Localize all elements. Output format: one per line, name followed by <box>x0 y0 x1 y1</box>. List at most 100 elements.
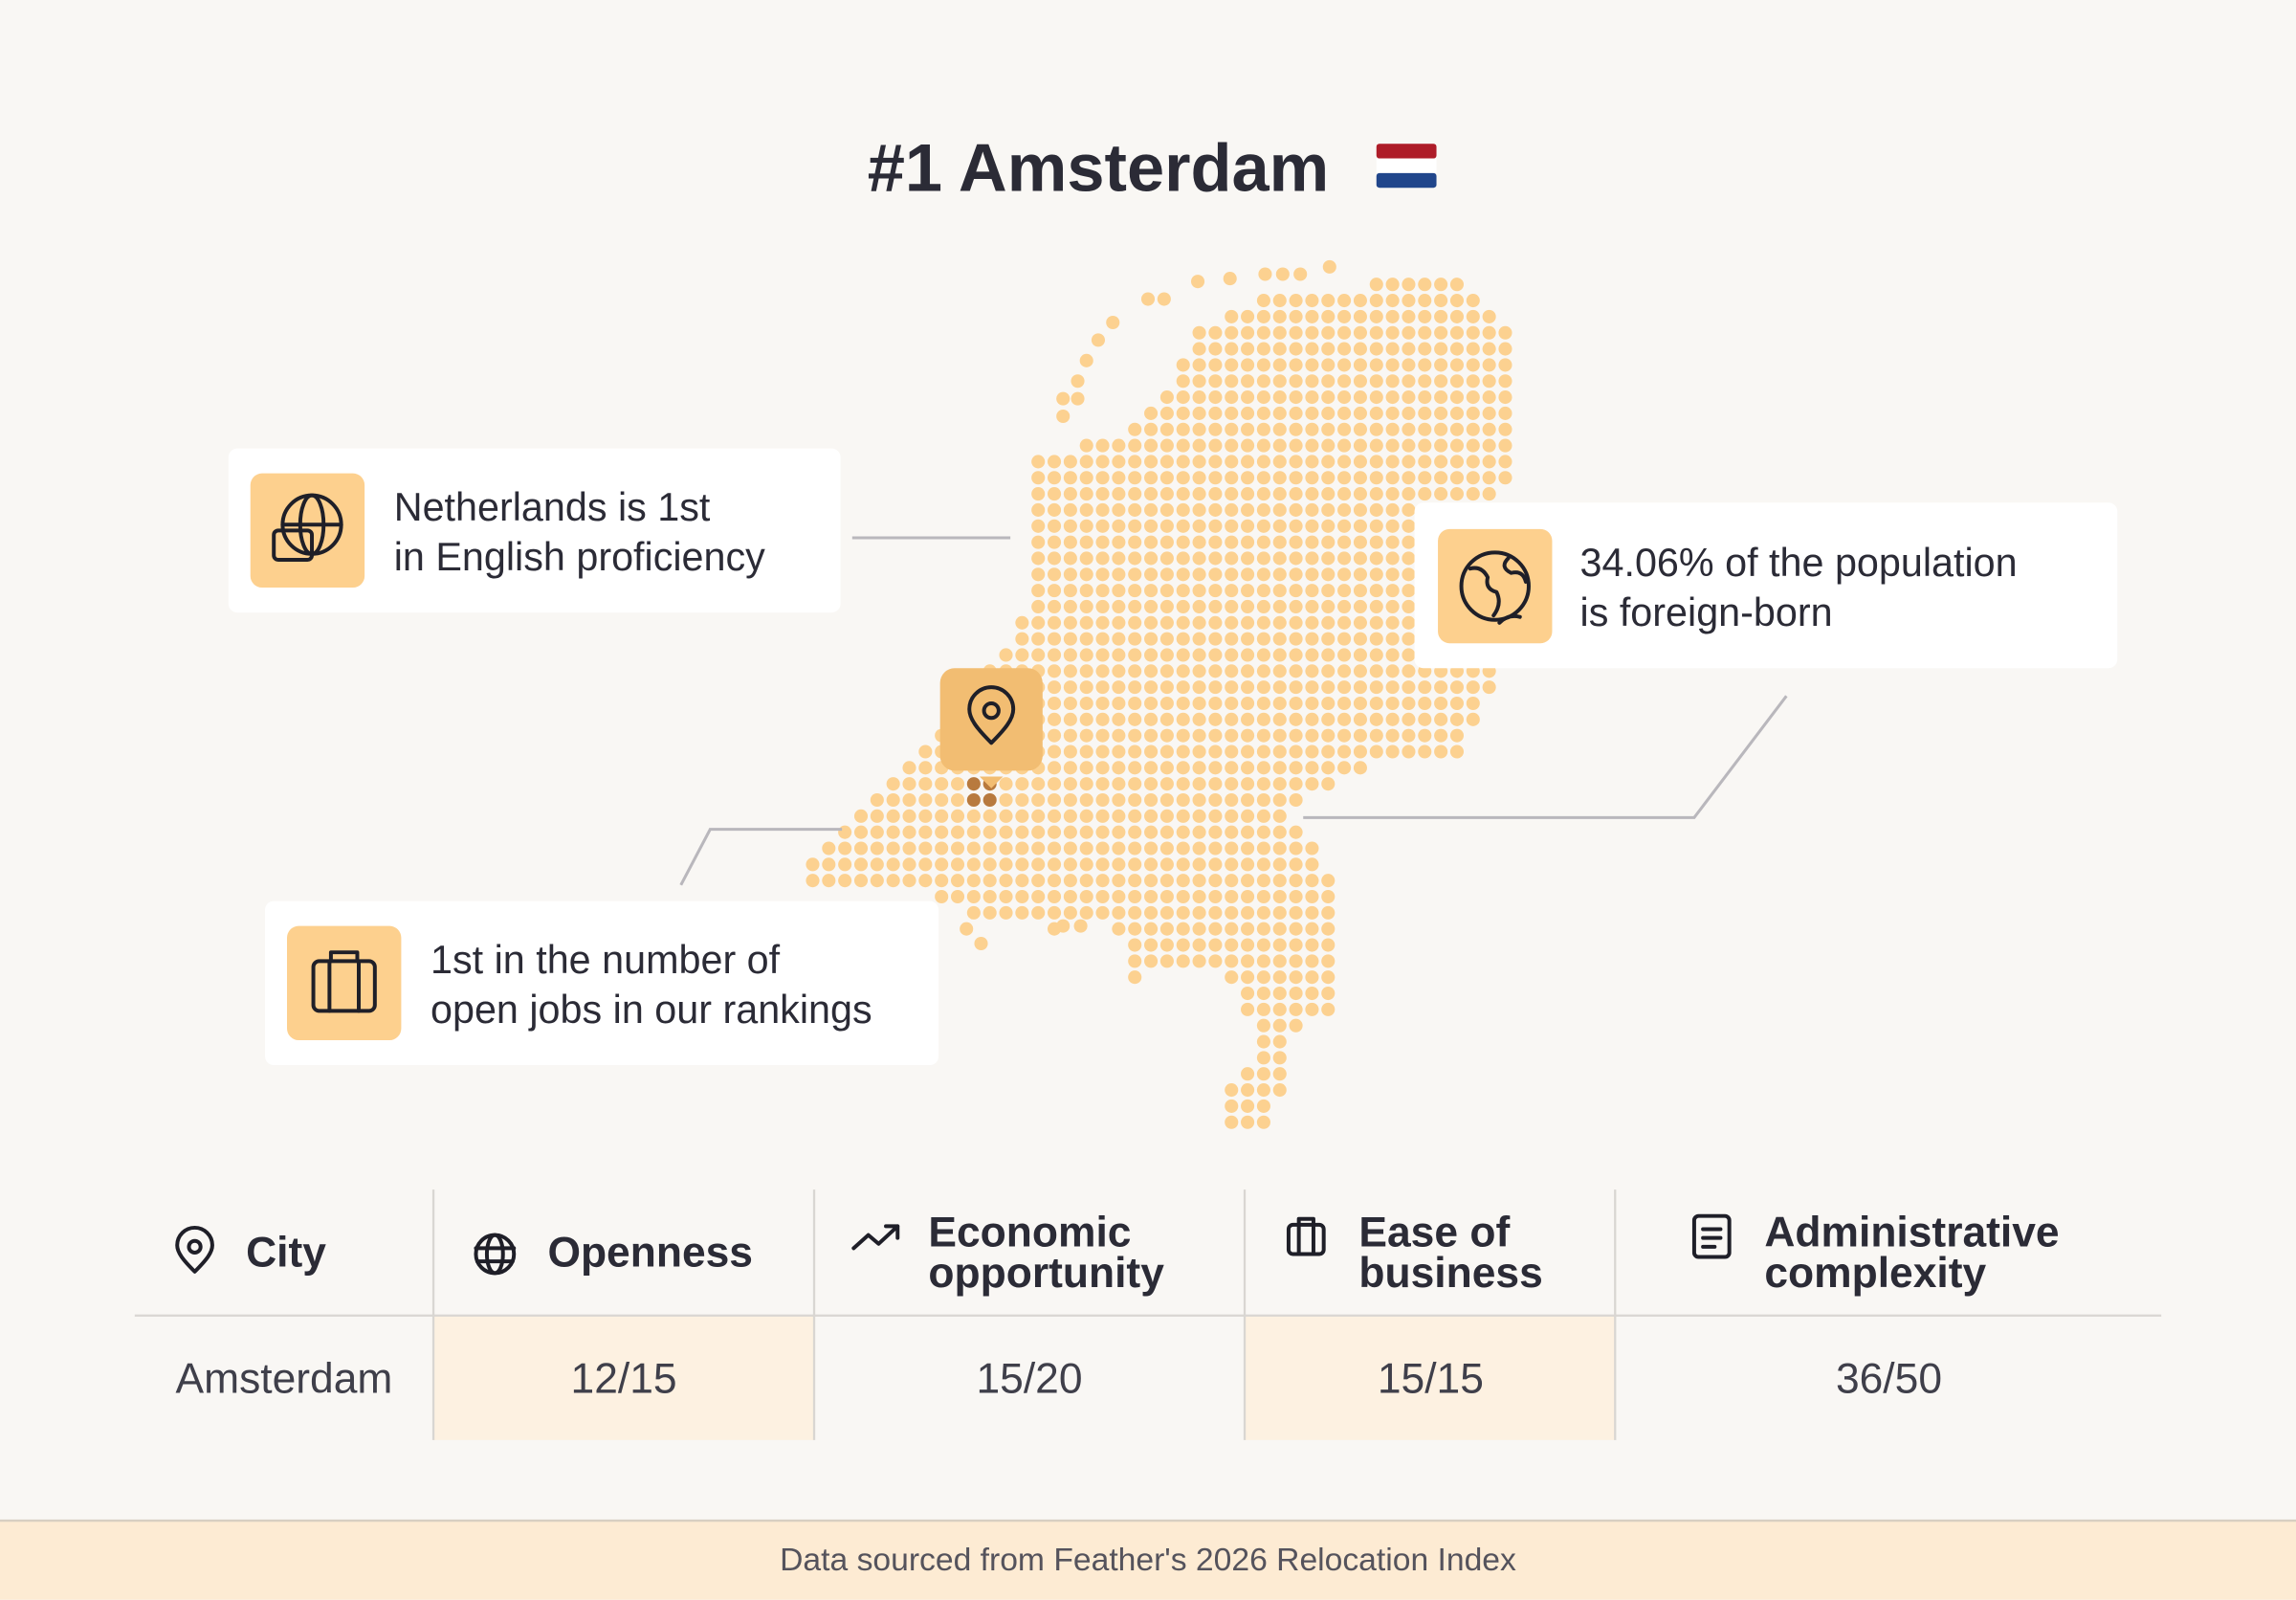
map-dot <box>999 777 1013 791</box>
map-dot <box>1385 696 1400 711</box>
map-dot <box>1305 615 1319 630</box>
map-dot <box>1225 889 1239 904</box>
map-dot <box>1106 315 1120 330</box>
map-dot <box>1449 455 1464 469</box>
map-dot <box>1272 294 1287 308</box>
map-dot <box>1128 874 1142 888</box>
map-dot <box>1353 696 1367 711</box>
map-dot <box>1176 664 1190 678</box>
map-dot <box>1225 487 1239 501</box>
map-dot <box>1241 905 1255 920</box>
map-dot <box>1128 696 1142 711</box>
map-dot <box>1144 584 1159 598</box>
map-dot <box>1466 438 1480 453</box>
map-dot <box>1159 422 1174 436</box>
map-dot <box>1289 648 1303 662</box>
map-dot <box>1321 680 1336 695</box>
map-dot <box>1369 502 1383 517</box>
map-dot <box>1369 471 1383 485</box>
map-dot <box>1289 390 1303 405</box>
map-dot <box>1208 358 1223 372</box>
map-dot <box>1369 406 1383 420</box>
map-dot <box>1015 841 1029 856</box>
map-dot <box>1128 519 1142 533</box>
map-dot <box>1321 664 1336 678</box>
map-dot <box>1305 1002 1319 1016</box>
map-dot <box>1241 422 1255 436</box>
map-dot <box>1031 792 1046 808</box>
map-dot <box>1449 744 1464 759</box>
map-dot <box>1225 905 1239 920</box>
map-dot <box>1256 1018 1270 1033</box>
map-dot <box>1225 358 1239 372</box>
map-dot <box>1353 309 1367 323</box>
map-dot <box>1321 535 1336 549</box>
map-dot <box>1418 438 1432 453</box>
map-dot <box>1144 615 1159 630</box>
map-dot <box>918 874 933 888</box>
map-dot <box>1305 502 1319 517</box>
map-dot <box>1482 358 1496 372</box>
map-dot <box>1385 664 1400 678</box>
map-dot <box>1256 857 1270 872</box>
map-dot <box>1353 744 1367 759</box>
map-dot <box>1063 567 1077 582</box>
map-dot <box>1385 487 1400 501</box>
map-dot <box>1144 761 1159 775</box>
map-dot <box>1095 599 1110 613</box>
map-dot <box>1225 422 1239 436</box>
map-dot <box>1321 294 1336 308</box>
map-dot <box>1048 471 1062 485</box>
map-dot <box>1449 406 1464 420</box>
map-dot <box>1144 471 1159 485</box>
map-dot <box>1192 422 1206 436</box>
map-dot <box>1112 728 1126 743</box>
map-dot <box>1385 471 1400 485</box>
map-dot <box>966 905 981 920</box>
map-dot <box>1369 294 1383 308</box>
map-dot <box>1225 648 1239 662</box>
map-dot <box>1241 970 1255 985</box>
map-dot <box>1192 761 1206 775</box>
map-dot <box>1112 438 1126 453</box>
map-dot <box>1112 664 1126 678</box>
map-dot <box>1144 954 1159 968</box>
map-dot <box>1191 275 1205 289</box>
map-dot <box>1241 567 1255 582</box>
map-dot <box>1498 455 1512 469</box>
map-dot <box>1208 648 1223 662</box>
map-dot <box>1225 874 1239 888</box>
map-dot <box>1256 325 1270 340</box>
map-dot <box>1353 680 1367 695</box>
map-dot <box>1048 551 1062 566</box>
map-dot <box>1208 325 1223 340</box>
map-dot <box>950 874 965 888</box>
map-dot <box>1063 792 1077 808</box>
map-dot <box>999 792 1013 808</box>
map-dot <box>1434 325 1448 340</box>
map-dot <box>1369 422 1383 436</box>
map-dot <box>1048 648 1062 662</box>
map-dot <box>999 825 1013 839</box>
map-dot <box>1256 567 1270 582</box>
map-dot <box>1434 696 1448 711</box>
map-dot <box>1208 761 1223 775</box>
map-dot <box>1031 615 1046 630</box>
map-dot <box>1241 648 1255 662</box>
map-dot <box>1048 664 1062 678</box>
map-dot <box>1225 406 1239 420</box>
map-dot <box>1305 551 1319 566</box>
map-dot <box>1031 905 1046 920</box>
map-dot <box>1176 438 1190 453</box>
map-dot <box>1289 825 1303 839</box>
map-dot <box>1369 584 1383 598</box>
map-dot <box>1241 342 1255 356</box>
map-dot <box>960 922 974 936</box>
map-dot <box>1241 889 1255 904</box>
map-dot <box>1418 487 1432 501</box>
map-dot <box>1208 954 1223 968</box>
map-dot <box>1321 987 1336 1001</box>
map-dot <box>1063 455 1077 469</box>
map-dot <box>1305 471 1319 485</box>
map-dot <box>1337 374 1352 389</box>
